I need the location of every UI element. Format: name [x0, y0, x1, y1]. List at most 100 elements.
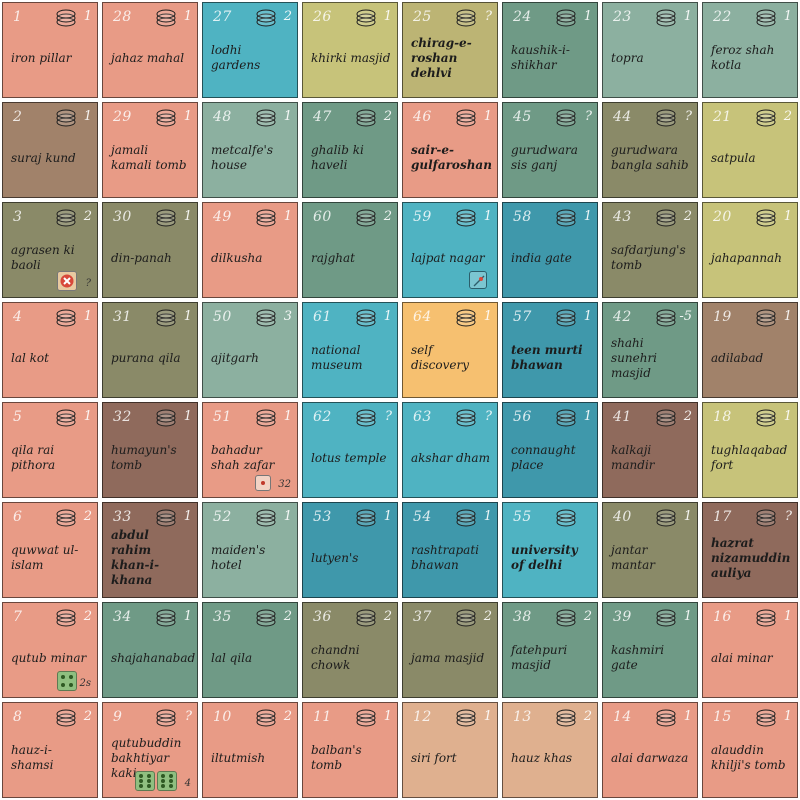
coin-stack-icon — [655, 109, 677, 127]
coin-stack-icon — [755, 509, 777, 527]
tile-20[interactable]: 20 1 jahapannah — [702, 202, 798, 298]
dot-token-icon[interactable] — [255, 475, 271, 491]
tile-22[interactable]: 22 1 feroz shah kotla — [702, 2, 798, 98]
tile-21[interactable]: 21 2 satpula — [702, 102, 798, 198]
tile-35[interactable]: 35 2 lal qila — [202, 602, 298, 698]
compass-icon[interactable] — [469, 271, 487, 289]
tile-51[interactable]: 51 1 bahadur shah zafar 32 — [202, 402, 298, 498]
tile-40[interactable]: 40 1 jantar mantar — [602, 502, 698, 598]
tile-12[interactable]: 12 1 siri fort — [402, 702, 498, 798]
coin-stack-icon — [555, 709, 577, 727]
die-six-icon[interactable] — [157, 771, 177, 791]
tile-38[interactable]: 38 2 fatehpuri masjid — [502, 602, 598, 698]
tile-46[interactable]: 46 1 sair-e-gulfaroshan — [402, 102, 498, 198]
tile-42[interactable]: 42 -5 shahi sunehri masjid — [602, 302, 698, 398]
tile-34[interactable]: 34 1 shajahanabad — [102, 602, 198, 698]
tile-61[interactable]: 61 1 national museum — [302, 302, 398, 398]
tile-17[interactable]: 17? hazrat nizamuddin auliya — [702, 502, 798, 598]
tile-name: kashmiri gate — [611, 643, 665, 672]
tile-25[interactable]: 25? chirag-e-roshan dehlvi — [402, 2, 498, 98]
tile-4[interactable]: 4 1 lal kot — [2, 302, 98, 398]
tile-number: 27 — [213, 9, 232, 25]
tile-53[interactable]: 53 1 lutyen's — [302, 502, 398, 598]
tile-9[interactable]: 9? qutubuddin bakhtiyar kaki 4 — [102, 702, 198, 798]
coin-stack-icon — [355, 9, 377, 27]
tile-30[interactable]: 30 1 din-panah — [102, 202, 198, 298]
tile-number: 3 — [13, 209, 23, 225]
die-six-icon[interactable] — [135, 771, 155, 791]
coin-count: 2 — [283, 9, 292, 24]
tile-name: chirag-e-roshan dehlvi — [411, 35, 472, 80]
coin-stack-icon — [755, 9, 777, 27]
tile-44[interactable]: 44? gurudwara bangla sahib — [602, 102, 698, 198]
reject-icon[interactable] — [57, 271, 77, 291]
tile-47[interactable]: 47 2 ghalib ki haveli — [302, 102, 398, 198]
tile-31[interactable]: 31 1 purana qila — [102, 302, 198, 398]
tile-3[interactable]: 3 2 agrasen ki baoli? — [2, 202, 98, 298]
coin-count: 1 — [283, 209, 292, 224]
tile-7[interactable]: 7 2 qutub minar 2s — [2, 602, 98, 698]
coin-count: 2 — [83, 509, 92, 524]
tile-23[interactable]: 23 1 topra — [602, 2, 698, 98]
tile-49[interactable]: 49 1 dilkusha — [202, 202, 298, 298]
tile-58[interactable]: 58 1 india gate — [502, 202, 598, 298]
tile-5[interactable]: 5 1 qila rai pithora — [2, 402, 98, 498]
tile-32[interactable]: 32 1 humayun's tomb — [102, 402, 198, 498]
tile-29[interactable]: 29 1 jamali kamali tomb — [102, 102, 198, 198]
coin-stack-icon — [55, 309, 77, 327]
tile-64[interactable]: 64 1 self discovery — [402, 302, 498, 398]
tile-39[interactable]: 39 1 kashmiri gate — [602, 602, 698, 698]
tile-8[interactable]: 8 2 hauz-i-shamsi — [2, 702, 98, 798]
coin-stack-icon — [355, 209, 377, 227]
tile-24[interactable]: 24 1 kaushik-i-shikhar — [502, 2, 598, 98]
tile-16[interactable]: 16 1 alai minar — [702, 602, 798, 698]
tile-37[interactable]: 37 2 jama masjid — [402, 602, 498, 698]
coin-stack-icon — [555, 409, 577, 427]
tile-63[interactable]: 63? akshar dham — [402, 402, 498, 498]
tile-52[interactable]: 52 1 maiden's hotel — [202, 502, 298, 598]
tile-57[interactable]: 57 1 teen murti bhawan — [502, 302, 598, 398]
tile-55[interactable]: 55 university of delhi — [502, 502, 598, 598]
tile-36[interactable]: 36 2 chandni chowk — [302, 602, 398, 698]
tile-10[interactable]: 10 2 iltutmish — [202, 702, 298, 798]
tile-26[interactable]: 26 1 khirki masjid — [302, 2, 398, 98]
tile-60[interactable]: 60 2 rajghat — [302, 202, 398, 298]
tile-54[interactable]: 54 1 rashtrapati bhawan — [402, 502, 498, 598]
coin-count: ? — [485, 9, 492, 24]
tile-28[interactable]: 28 1 jahaz mahal — [102, 2, 198, 98]
tile-number: 11 — [313, 709, 332, 725]
tile-6[interactable]: 6 2 quwwat ul-islam — [2, 502, 98, 598]
tile-48[interactable]: 48 1 metcalfe's house — [202, 102, 298, 198]
tile-number: 32 — [113, 409, 132, 425]
die-four-icon[interactable] — [57, 671, 77, 691]
tile-50[interactable]: 50 3 ajitgarh — [202, 302, 298, 398]
tile-name: dilkusha — [211, 250, 263, 265]
tile-15[interactable]: 15 1 alauddin khilji's tomb — [702, 702, 798, 798]
tile-1[interactable]: 1 1 iron pillar — [2, 2, 98, 98]
tile-2[interactable]: 2 1 suraj kund — [2, 102, 98, 198]
tile-45[interactable]: 45? gurudwara sis ganj — [502, 102, 598, 198]
tile-14[interactable]: 14 1 alai darwaza — [602, 702, 698, 798]
tile-18[interactable]: 18 1 tughlaqabad fort — [702, 402, 798, 498]
tile-number: 12 — [413, 709, 432, 725]
tile-33[interactable]: 33 1 abdul rahim khan-i-khana — [102, 502, 198, 598]
tile-59[interactable]: 59 1 lajpat nagar — [402, 202, 498, 298]
coin-stack-icon — [55, 209, 77, 227]
tile-13[interactable]: 13 2 hauz khas — [502, 702, 598, 798]
tile-27[interactable]: 27 2 lodhi gardens — [202, 2, 298, 98]
tile-name: ghalib ki haveli — [311, 143, 364, 172]
tile-number: 37 — [413, 609, 432, 625]
tile-43[interactable]: 43 2 safdarjung's tomb — [602, 202, 698, 298]
tile-41[interactable]: 41 2 kalkaji mandir — [602, 402, 698, 498]
tile-19[interactable]: 19 1 adilabad — [702, 302, 798, 398]
coin-count: 1 — [183, 309, 192, 324]
tile-name: jahapannah — [711, 250, 782, 265]
tile-56[interactable]: 56 1 connaught place — [502, 402, 598, 498]
dot-token-label: 32 — [278, 479, 291, 490]
tile-name: alai darwaza — [611, 750, 689, 765]
tile-11[interactable]: 11 1 balban's tomb — [302, 702, 398, 798]
coin-stack-icon — [755, 109, 777, 127]
tile-number: 62 — [313, 409, 332, 425]
tile-62[interactable]: 62? lotus temple — [302, 402, 398, 498]
coin-stack-icon — [755, 209, 777, 227]
